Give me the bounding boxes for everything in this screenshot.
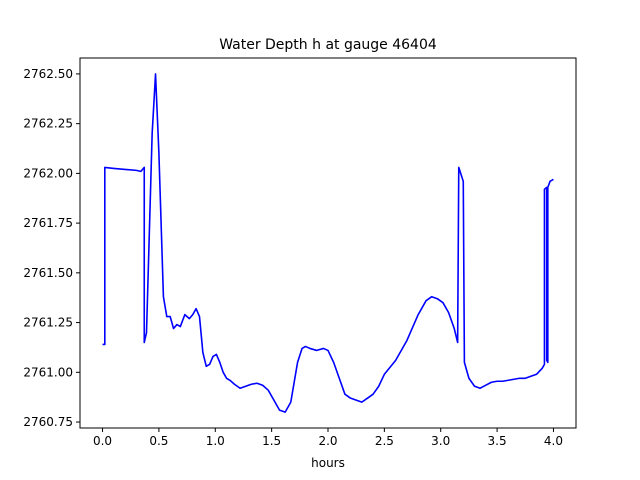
chart-title: Water Depth h at gauge 46404 bbox=[219, 37, 437, 53]
x-tick-label: 0.0 bbox=[93, 434, 112, 448]
plot-area bbox=[79, 57, 577, 429]
x-tick-label: 1.0 bbox=[206, 434, 225, 448]
y-tick-label: 2761.75 bbox=[23, 216, 73, 230]
y-tick-label: 2760.75 bbox=[23, 415, 73, 429]
y-axis: 2760.75 2761.00 2761.25 2761.50 2761.75 2762.… bbox=[23, 67, 80, 429]
x-tick-label: 1.5 bbox=[262, 434, 281, 448]
y-tick-label: 2762.25 bbox=[23, 117, 73, 131]
x-tick-label: 0.5 bbox=[149, 434, 168, 448]
x-tick-label: 3.0 bbox=[431, 434, 450, 448]
y-tick-label: 2761.25 bbox=[23, 316, 73, 330]
x-tick-label: 2.0 bbox=[318, 434, 337, 448]
series-layer bbox=[102, 73, 554, 413]
y-tick-label: 2761.50 bbox=[23, 266, 73, 280]
x-tick-label: 3.5 bbox=[488, 434, 507, 448]
y-tick-label: 2762.50 bbox=[23, 67, 73, 81]
x-axis: 0.0 0.5 1.0 1.5 2.0 2.5 3.0 3.5 4.0 bbox=[93, 428, 563, 448]
x-axis-label: hours bbox=[311, 456, 345, 470]
y-tick-label: 2762.00 bbox=[23, 166, 73, 180]
x-tick-label: 4.0 bbox=[544, 434, 563, 448]
plot-frame bbox=[79, 57, 577, 429]
x-tick-label: 2.5 bbox=[375, 434, 394, 448]
series-line bbox=[102, 73, 554, 413]
y-tick-label: 2761.00 bbox=[23, 365, 73, 379]
